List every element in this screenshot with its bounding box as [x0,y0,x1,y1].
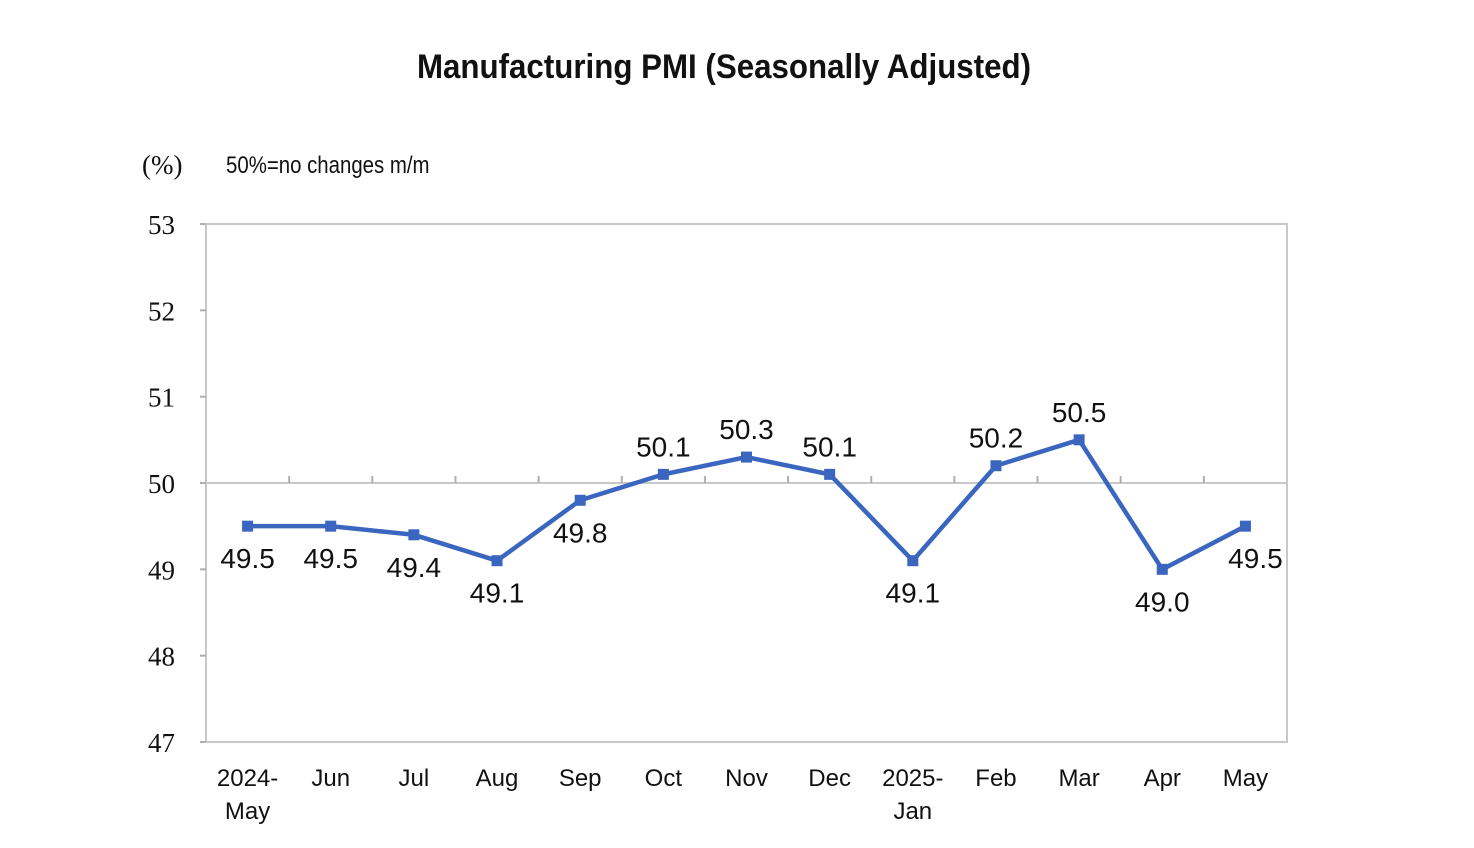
data-point [325,520,337,532]
x-tick-label: 2025- [882,765,943,792]
data-label: 50.1 [802,431,857,462]
x-tick-label: May [1223,765,1268,792]
data-point [574,494,586,506]
data-label: 49.0 [1135,586,1190,617]
data-point [824,468,836,480]
x-tick-label: Feb [975,765,1016,792]
x-tick-label: Aug [476,765,519,792]
x-tick-label: Jul [399,765,430,792]
x-tick-label: Dec [808,765,851,792]
data-label: 50.2 [969,423,1024,454]
y-tick-label: 52 [148,296,175,326]
data-label: 49.5 [220,543,275,574]
y-tick-label: 53 [148,210,175,240]
data-label: 50.5 [1052,397,1107,428]
x-tick-label: Apr [1144,765,1181,792]
data-point [1239,520,1251,532]
data-point [1073,434,1085,446]
x-tick-label: May [225,798,270,825]
y-tick-label: 48 [148,642,175,672]
data-point [242,520,254,532]
data-point [741,451,752,463]
x-tick-label: Sep [559,765,602,792]
data-label: 49.8 [553,517,608,548]
x-tick-label: Jun [311,765,350,792]
data-label: 49.5 [1228,543,1283,574]
chart-title: Manufacturing PMI (Seasonally Adjusted) [416,48,1032,86]
x-tick-label: 2024- [217,765,278,792]
data-label: 49.4 [387,552,442,583]
data-point [907,555,919,567]
y-tick-label: 47 [148,728,175,758]
data-point [657,468,669,480]
chart-annotation: 50%=no changes m/m [226,152,430,179]
y-tick-label: 49 [148,555,175,585]
x-tick-label: Oct [645,765,683,792]
data-point [408,529,420,541]
y-tick-label: 51 [148,383,175,413]
data-label: 50.3 [719,414,774,445]
x-tick-label: Jan [893,798,932,825]
data-point [1156,563,1168,575]
data-point [990,460,1002,472]
x-tick-label: Nov [725,765,768,792]
data-point [491,555,503,567]
data-label: 49.1 [886,578,941,609]
y-axis-unit: (%) [142,150,183,180]
x-tick-label: Mar [1058,765,1099,792]
data-label: 49.5 [303,543,358,574]
data-label: 50.1 [636,431,691,462]
y-tick-label: 50 [148,469,175,499]
data-label: 49.1 [470,578,525,609]
